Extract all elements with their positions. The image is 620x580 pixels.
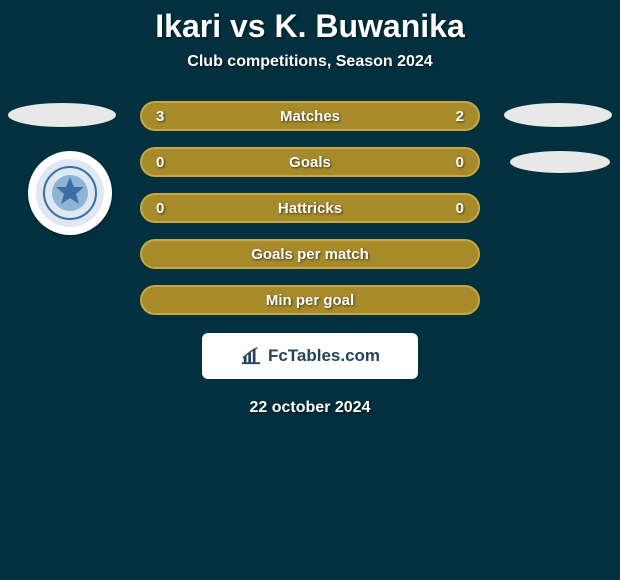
stat-bar-goals-per-match: Goals per match xyxy=(140,239,480,269)
team-badge-inner xyxy=(36,159,104,227)
team-right-ellipse-2 xyxy=(510,151,610,173)
chart-icon xyxy=(240,347,262,365)
stat-label: Min per goal xyxy=(266,292,354,309)
comparison-card: Ikari vs K. Buwanika Club competitions, … xyxy=(0,0,620,580)
club-crest-icon xyxy=(42,165,98,221)
brand-box[interactable]: FcTables.com xyxy=(202,333,418,379)
team-left-ellipse xyxy=(8,103,116,127)
stat-right-value: 2 xyxy=(456,108,464,125)
stat-left-value: 0 xyxy=(156,200,164,217)
stat-bar-goals: 0 Goals 0 xyxy=(140,147,480,177)
stats-area: 3 Matches 2 0 Goals 0 0 Hattricks 0 Goal… xyxy=(0,101,620,417)
stat-left-value: 0 xyxy=(156,154,164,171)
stat-bar-hattricks: 0 Hattricks 0 xyxy=(140,193,480,223)
stat-right-value: 0 xyxy=(456,154,464,171)
footer-date: 22 october 2024 xyxy=(0,399,620,417)
stat-label: Goals per match xyxy=(251,246,369,263)
stat-label: Goals xyxy=(289,154,331,171)
stat-right-value: 0 xyxy=(456,200,464,217)
stat-bar-min-per-goal: Min per goal xyxy=(140,285,480,315)
stat-bar-matches: 3 Matches 2 xyxy=(140,101,480,131)
team-left-badge xyxy=(28,151,112,235)
stat-left-value: 3 xyxy=(156,108,164,125)
stat-label: Matches xyxy=(280,108,340,125)
team-right-ellipse-1 xyxy=(504,103,612,127)
subtitle: Club competitions, Season 2024 xyxy=(0,53,620,71)
brand-label: FcTables.com xyxy=(268,346,380,366)
page-title: Ikari vs K. Buwanika xyxy=(0,0,620,45)
stat-label: Hattricks xyxy=(278,200,342,217)
